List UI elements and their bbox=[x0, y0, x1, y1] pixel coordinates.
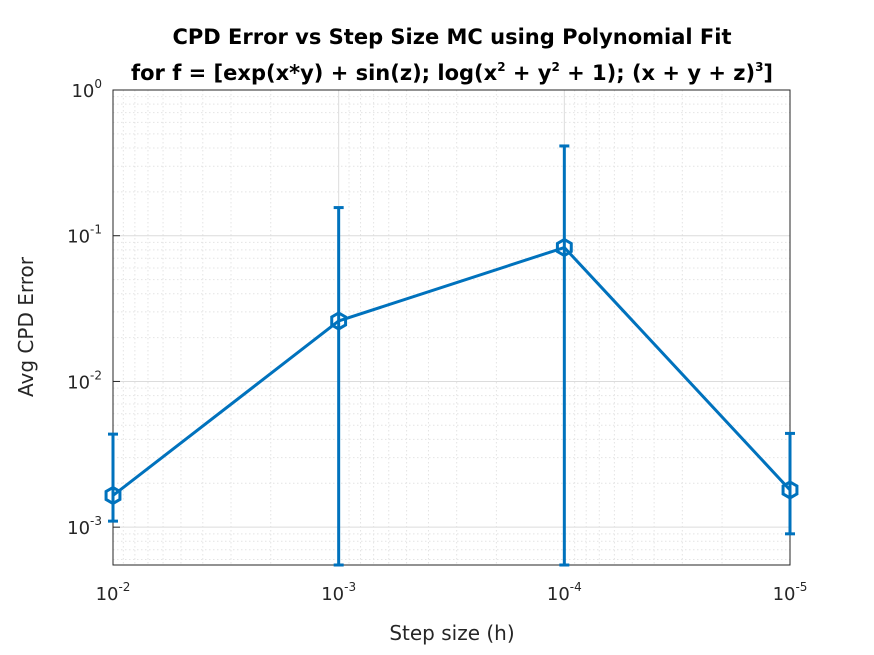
x-axis-label: Step size (h) bbox=[389, 621, 514, 645]
x-tick-label: 10-5 bbox=[773, 580, 808, 605]
series-group bbox=[104, 144, 799, 567]
y-axis-label: Avg CPD Error bbox=[14, 256, 38, 397]
x-tick-label: 10-3 bbox=[321, 580, 356, 605]
data-point-hexagon bbox=[330, 311, 348, 331]
x-axis-ticks: 10-2 10-3 10-4 10-5 bbox=[96, 580, 808, 605]
x-tick-label: 10-2 bbox=[96, 580, 131, 605]
data-point-hexagon bbox=[555, 237, 573, 258]
y-tick-label: 10-2 bbox=[67, 368, 102, 393]
y-axis-ticks: 100 10-1 10-2 10-3 bbox=[67, 77, 102, 539]
y-tick-label: 10-3 bbox=[67, 514, 102, 539]
x-tick-label: 10-4 bbox=[547, 580, 582, 605]
data-point-hexagon bbox=[104, 485, 122, 506]
series-line bbox=[112, 246, 792, 497]
chart-title-line2: for f = [exp(x*y) + sin(z); log(x2 + y2 … bbox=[131, 60, 773, 85]
y-tick-label: 100 bbox=[71, 77, 102, 102]
data-point-hexagon bbox=[781, 480, 799, 500]
plot-area-frame bbox=[112, 89, 791, 566]
y-tick-label: 10-1 bbox=[67, 223, 102, 248]
chart-title-line1: CPD Error vs Step Size MC using Polynomi… bbox=[172, 25, 731, 49]
